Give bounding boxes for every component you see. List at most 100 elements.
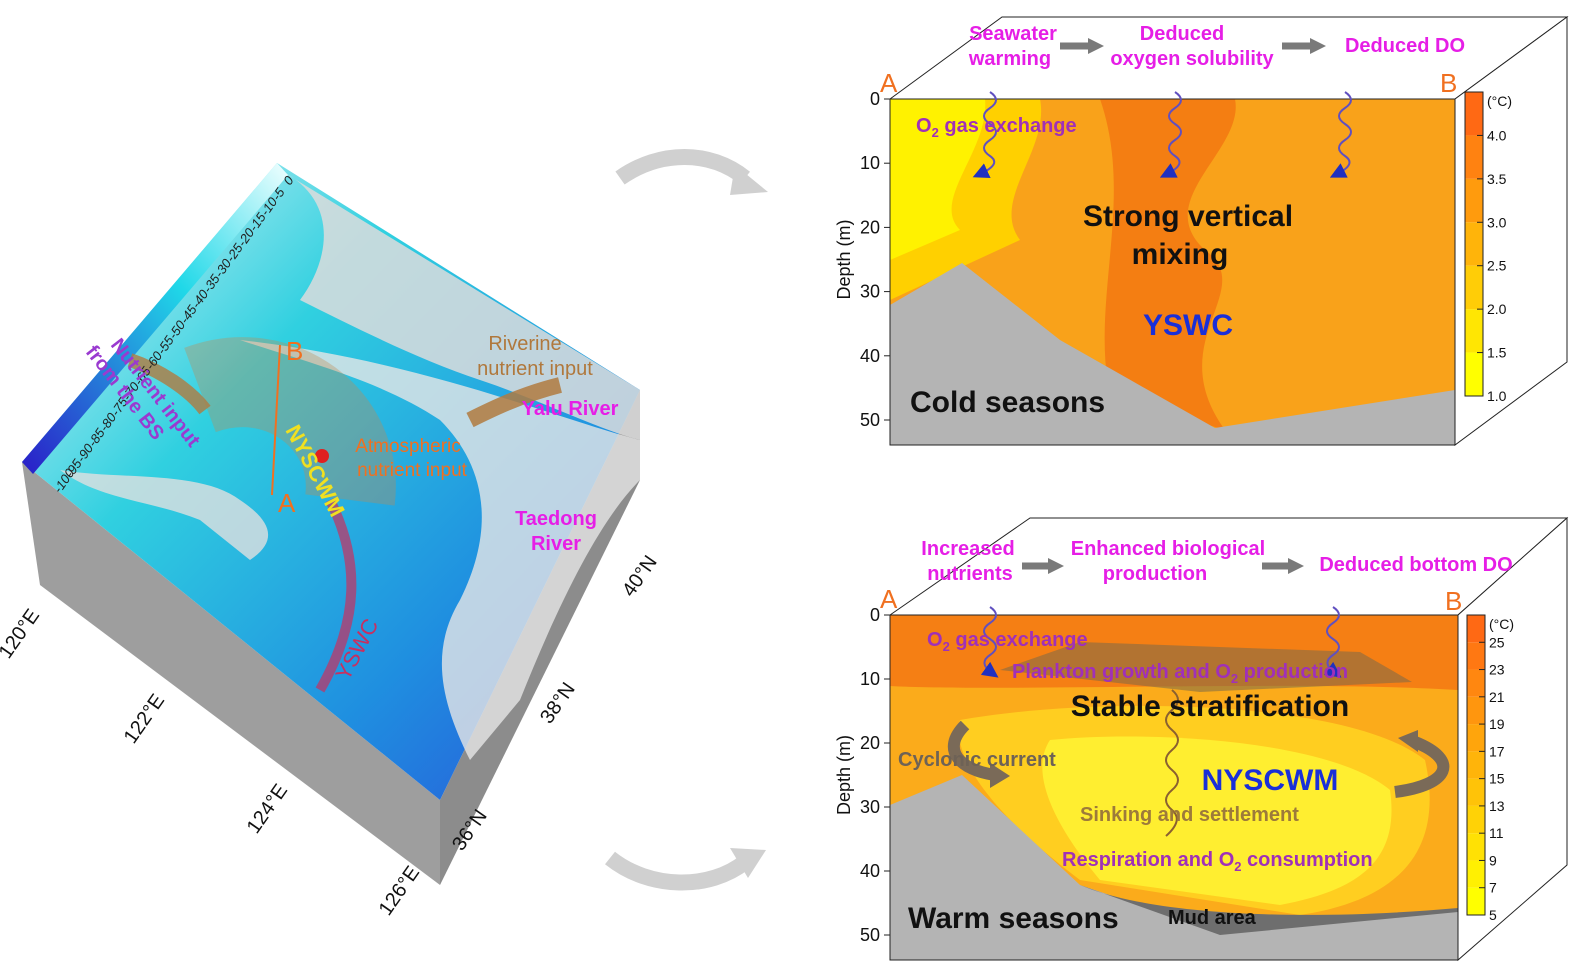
text-part: 2	[1234, 859, 1241, 874]
colorbar-cell	[1465, 353, 1483, 396]
colorbar-label: 1.5	[1487, 345, 1507, 361]
colorbar-label: 19	[1489, 716, 1505, 732]
lon-label: 124°E	[243, 780, 292, 837]
text-line: Atmospheric	[355, 436, 461, 457]
colorbar-cell	[1467, 642, 1485, 669]
map-label: Yalu River	[522, 398, 619, 420]
colorbar-label: 2.0	[1487, 301, 1507, 317]
connector-arrow	[610, 858, 745, 883]
season-label: Cold seasons	[910, 386, 1105, 419]
colorbar-cell	[1467, 860, 1485, 887]
text-line: River	[531, 533, 581, 555]
text-line: Seawater	[969, 23, 1057, 45]
text-part: 2	[943, 639, 950, 654]
text-part: gas exchange	[939, 115, 1077, 137]
y-tick-label: 20	[860, 733, 880, 753]
point-label: A	[278, 488, 296, 518]
colorbar-unit: (°C)	[1489, 616, 1514, 632]
colorbar-cell	[1465, 92, 1483, 135]
colorbar-cell	[1465, 266, 1483, 309]
lon-label: 126°E	[375, 862, 424, 919]
colorbar-cell	[1467, 751, 1485, 778]
colorbar-label: 3.5	[1487, 171, 1507, 187]
colorbar-cell	[1467, 670, 1485, 697]
lon-label: 122°E	[120, 690, 169, 747]
colorbar-label: 1.0	[1487, 388, 1507, 404]
text-line: Increased	[921, 538, 1014, 560]
colorbar-cell	[1467, 724, 1485, 751]
y-tick-label: 0	[870, 605, 880, 625]
colorbar-label: 7	[1489, 880, 1497, 896]
lat-label: 38°N	[536, 679, 580, 728]
process-label: Sinking and settlement	[1080, 804, 1299, 826]
point-label: A	[880, 68, 898, 98]
text-part: O	[927, 629, 943, 651]
text-line: Riverine	[488, 333, 561, 355]
colorbar-cell	[1465, 309, 1483, 352]
y-tick-label: 50	[860, 410, 880, 430]
text-line: nutrients	[927, 563, 1013, 585]
text-line: nutrient input	[357, 460, 468, 481]
y-tick-label: 20	[860, 217, 880, 237]
figure: 0-5-10-15-20-25-30-35-40-45-50-55-60-65-…	[0, 0, 1593, 976]
process-label: Cyclonic current	[898, 749, 1056, 771]
colorbar-label: 17	[1489, 743, 1505, 759]
text-part: 2	[1231, 671, 1238, 686]
text-part: consumption	[1241, 849, 1372, 871]
colorbar-cell	[1467, 615, 1485, 642]
flow-step: Deduced DO	[1345, 35, 1465, 57]
text-line: production	[1103, 563, 1207, 585]
flow-step: Deduced bottom DO	[1319, 554, 1512, 576]
mud-label: Mud area	[1168, 907, 1257, 929]
colorbar-label: 11	[1489, 825, 1504, 841]
colorbar-cell	[1467, 779, 1485, 806]
colorbar-label: 13	[1489, 798, 1505, 814]
colorbar-cell	[1467, 888, 1485, 915]
text-part: 2	[932, 125, 939, 140]
text-line: mixing	[1132, 238, 1229, 271]
colorbar-cell	[1465, 179, 1483, 222]
colorbar-label: 9	[1489, 852, 1497, 868]
colorbar-label: 25	[1489, 634, 1505, 650]
process-label: Plankton growth and O2 production	[1012, 661, 1348, 686]
season-label: Warm seasons	[908, 902, 1119, 935]
y-tick-label: 50	[860, 925, 880, 945]
colorbar-cell	[1467, 806, 1485, 833]
text-line: Enhanced biological	[1071, 538, 1265, 560]
point-label: B	[1445, 586, 1462, 616]
y-tick-label: 30	[860, 282, 880, 302]
process-label: O2 gas exchange	[916, 115, 1077, 140]
colorbar-label: 3.0	[1487, 214, 1507, 230]
connector-arrow	[620, 157, 745, 178]
map: 0-5-10-15-20-25-30-35-40-45-50-55-60-65-…	[0, 163, 662, 920]
colorbar-label: 23	[1489, 662, 1505, 678]
lat-label: 40°N	[618, 552, 662, 601]
y-tick-label: 10	[860, 669, 880, 689]
connector-arrowhead	[730, 165, 768, 195]
colorbar-cell	[1465, 135, 1483, 178]
warm-panel: Increased nutrients Enhanced biological pr…	[834, 518, 1567, 960]
point-label: B	[1440, 68, 1457, 98]
text-part: Respiration and O	[1062, 849, 1234, 871]
text-line: oxygen solubility	[1110, 48, 1274, 70]
text-part: gas exchange	[950, 629, 1088, 651]
colorbar-label: 15	[1489, 771, 1505, 787]
process-label: Respiration and O2 consumption	[1062, 849, 1373, 874]
lon-label: 120°E	[0, 605, 44, 662]
colorbar-label: 5	[1489, 907, 1497, 923]
y-tick-label: 30	[860, 797, 880, 817]
colorbar-label: 4.0	[1487, 127, 1507, 143]
axis-title: Depth (m)	[834, 735, 854, 815]
text-line: Deduced	[1140, 23, 1224, 45]
colorbar-label: 21	[1489, 689, 1505, 705]
text-part: production	[1238, 661, 1348, 683]
text-part: Plankton growth and O	[1012, 661, 1231, 683]
y-tick-label: 40	[860, 861, 880, 881]
colorbar-cell	[1467, 833, 1485, 860]
point-label: B	[286, 336, 303, 366]
text-line: Taedong	[515, 508, 597, 530]
text-line: Strong vertical	[1083, 200, 1293, 233]
axis-title: Depth (m)	[834, 219, 854, 299]
colorbar-unit: (°C)	[1487, 93, 1512, 109]
